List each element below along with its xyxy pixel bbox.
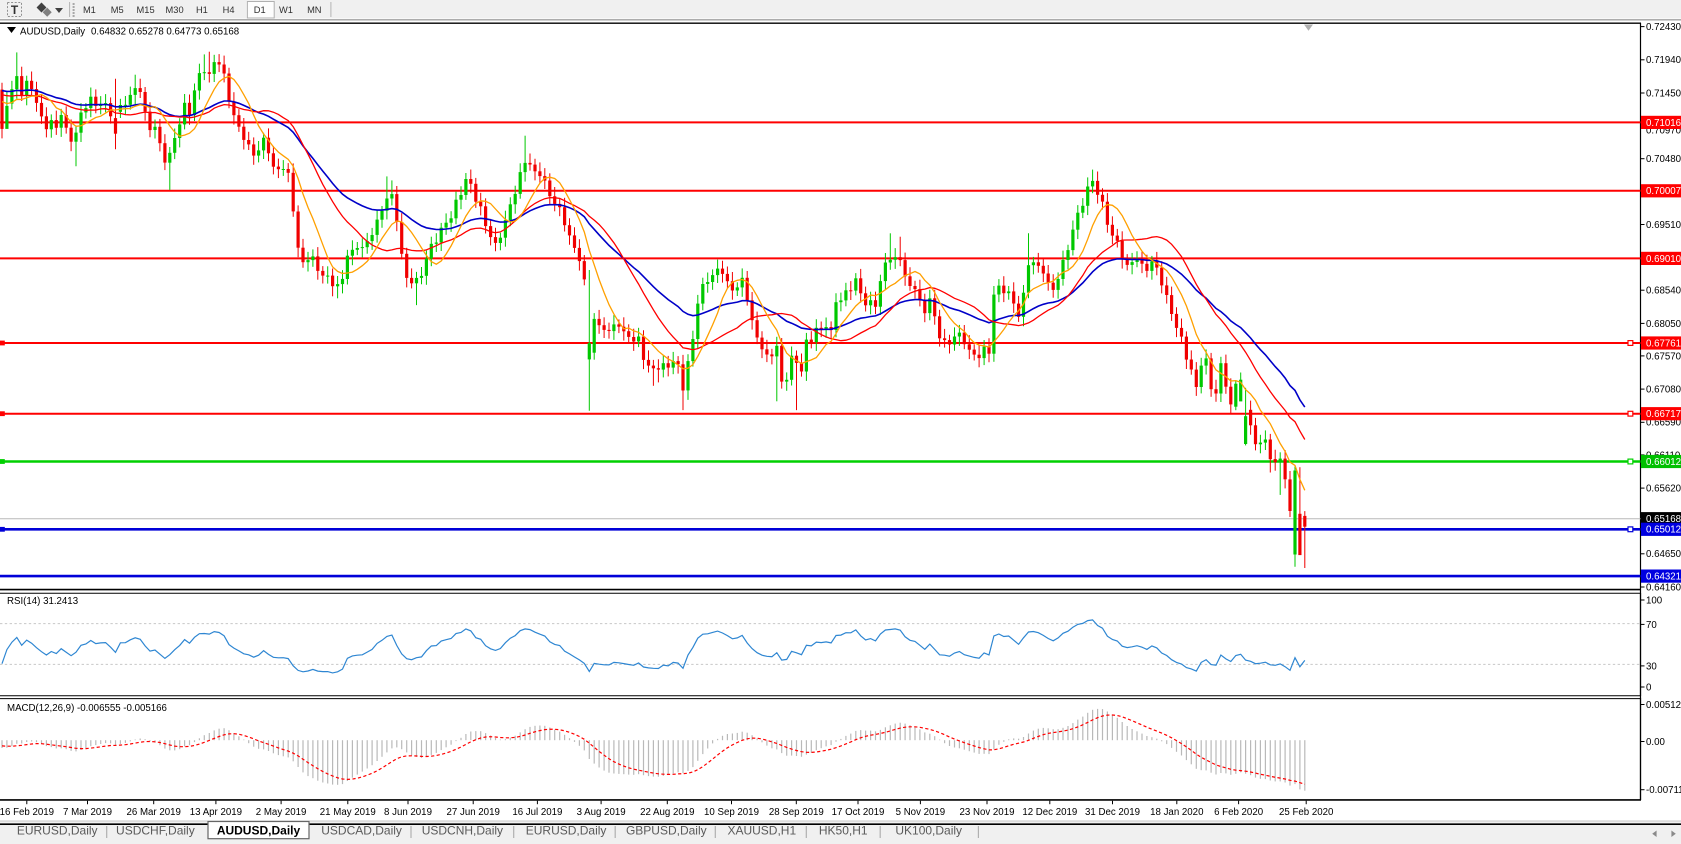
svg-text:0.64650: 0.64650 (1646, 549, 1681, 560)
svg-text:H1: H1 (196, 5, 208, 15)
svg-text:27 Jun 2019: 27 Jun 2019 (447, 807, 500, 818)
svg-text:XAUUSD,H1: XAUUSD,H1 (727, 824, 796, 838)
svg-text:0.67761: 0.67761 (1646, 338, 1681, 349)
svg-text:10 Sep 2019: 10 Sep 2019 (704, 807, 759, 818)
svg-text:0.005121: 0.005121 (1646, 700, 1681, 711)
svg-text:EURUSD,Daily: EURUSD,Daily (526, 824, 607, 838)
svg-text:12 Dec 2019: 12 Dec 2019 (1022, 807, 1077, 818)
svg-text:0.00: 0.00 (1646, 737, 1665, 748)
svg-text:USDCAD,Daily: USDCAD,Daily (321, 824, 402, 838)
svg-text:21 May 2019: 21 May 2019 (320, 807, 376, 818)
svg-text:0.72430: 0.72430 (1646, 22, 1681, 33)
svg-text:0.70970: 0.70970 (1646, 126, 1681, 137)
svg-text:3 Aug 2019: 3 Aug 2019 (577, 807, 626, 818)
svg-text:MACD(12,26,9) -0.006555 -0.005: MACD(12,26,9) -0.006555 -0.005166 (7, 703, 167, 714)
svg-text:0.64160: 0.64160 (1646, 582, 1681, 593)
svg-text:0.67080: 0.67080 (1646, 385, 1681, 396)
svg-text:0.66012: 0.66012 (1646, 457, 1681, 468)
svg-text:31 Dec 2019: 31 Dec 2019 (1085, 807, 1140, 818)
svg-text:2 May 2019: 2 May 2019 (256, 807, 307, 818)
svg-text:8 Jun 2019: 8 Jun 2019 (384, 807, 432, 818)
svg-text:26 Mar 2019: 26 Mar 2019 (126, 807, 180, 818)
svg-text:M30: M30 (166, 5, 184, 15)
svg-text:0.71940: 0.71940 (1646, 55, 1681, 66)
svg-text:0.70007: 0.70007 (1646, 186, 1681, 197)
svg-text:0.67570: 0.67570 (1646, 351, 1681, 362)
svg-text:0.65168: 0.65168 (1646, 514, 1681, 525)
svg-text:USDCHF,Daily: USDCHF,Daily (116, 824, 195, 838)
svg-text:UK100,Daily: UK100,Daily (895, 824, 962, 838)
svg-text:0.66590: 0.66590 (1646, 418, 1681, 429)
svg-text:M1: M1 (83, 5, 96, 15)
svg-text:0.69010: 0.69010 (1646, 254, 1681, 265)
svg-text:22 Aug 2019: 22 Aug 2019 (640, 807, 694, 818)
svg-text:0.71450: 0.71450 (1646, 88, 1681, 99)
svg-text:18 Jan 2020: 18 Jan 2020 (1150, 807, 1204, 818)
svg-text:0.66717: 0.66717 (1646, 409, 1681, 420)
svg-text:0.68050: 0.68050 (1646, 319, 1681, 330)
svg-text:30: 30 (1646, 661, 1657, 672)
svg-text:W1: W1 (279, 5, 293, 15)
svg-text:0.65620: 0.65620 (1646, 484, 1681, 495)
svg-text:GBPUSD,Daily: GBPUSD,Daily (626, 824, 707, 838)
svg-text:AUDUSD,Daily: AUDUSD,Daily (20, 27, 85, 38)
svg-text:23 Nov 2019: 23 Nov 2019 (960, 807, 1015, 818)
svg-text:7 Mar 2019: 7 Mar 2019 (63, 807, 112, 818)
svg-text:0.70480: 0.70480 (1646, 154, 1681, 165)
svg-text:M15: M15 (137, 5, 155, 15)
svg-text:HK50,H1: HK50,H1 (819, 824, 868, 838)
svg-text:D1: D1 (254, 5, 266, 15)
svg-text:0.69510: 0.69510 (1646, 220, 1681, 231)
svg-text:16 Jul 2019: 16 Jul 2019 (512, 807, 562, 818)
svg-text:6 Feb 2020: 6 Feb 2020 (1214, 807, 1264, 818)
svg-text:5 Nov 2019: 5 Nov 2019 (896, 807, 946, 818)
svg-text:H4: H4 (223, 5, 235, 15)
svg-text:13 Apr 2019: 13 Apr 2019 (190, 807, 242, 818)
svg-text:AUDUSD,Daily: AUDUSD,Daily (217, 824, 301, 838)
svg-text:100: 100 (1646, 595, 1663, 606)
svg-text:0.64321: 0.64321 (1646, 572, 1681, 583)
svg-text:17 Oct 2019: 17 Oct 2019 (832, 807, 885, 818)
svg-text:T: T (11, 3, 19, 17)
svg-text:25 Feb 2020: 25 Feb 2020 (1279, 807, 1334, 818)
svg-text:16 Feb 2019: 16 Feb 2019 (0, 807, 54, 818)
svg-text:-0.007111: -0.007111 (1646, 785, 1681, 796)
svg-text:0.68540: 0.68540 (1646, 286, 1681, 297)
svg-text:RSI(14) 31.2413: RSI(14) 31.2413 (7, 596, 78, 607)
svg-text:M5: M5 (111, 5, 124, 15)
svg-text:0: 0 (1646, 682, 1652, 693)
svg-text:0.71016: 0.71016 (1646, 118, 1681, 129)
svg-text:70: 70 (1646, 620, 1657, 631)
svg-text:USDCNH,Daily: USDCNH,Daily (422, 824, 503, 838)
svg-text:0.65012: 0.65012 (1646, 525, 1681, 536)
svg-text:MN: MN (307, 5, 321, 15)
svg-text:EURUSD,Daily: EURUSD,Daily (17, 824, 98, 838)
svg-text:28 Sep 2019: 28 Sep 2019 (769, 807, 824, 818)
svg-text:0.64832 0.65278 0.64773 0.6516: 0.64832 0.65278 0.64773 0.65168 (91, 27, 239, 38)
